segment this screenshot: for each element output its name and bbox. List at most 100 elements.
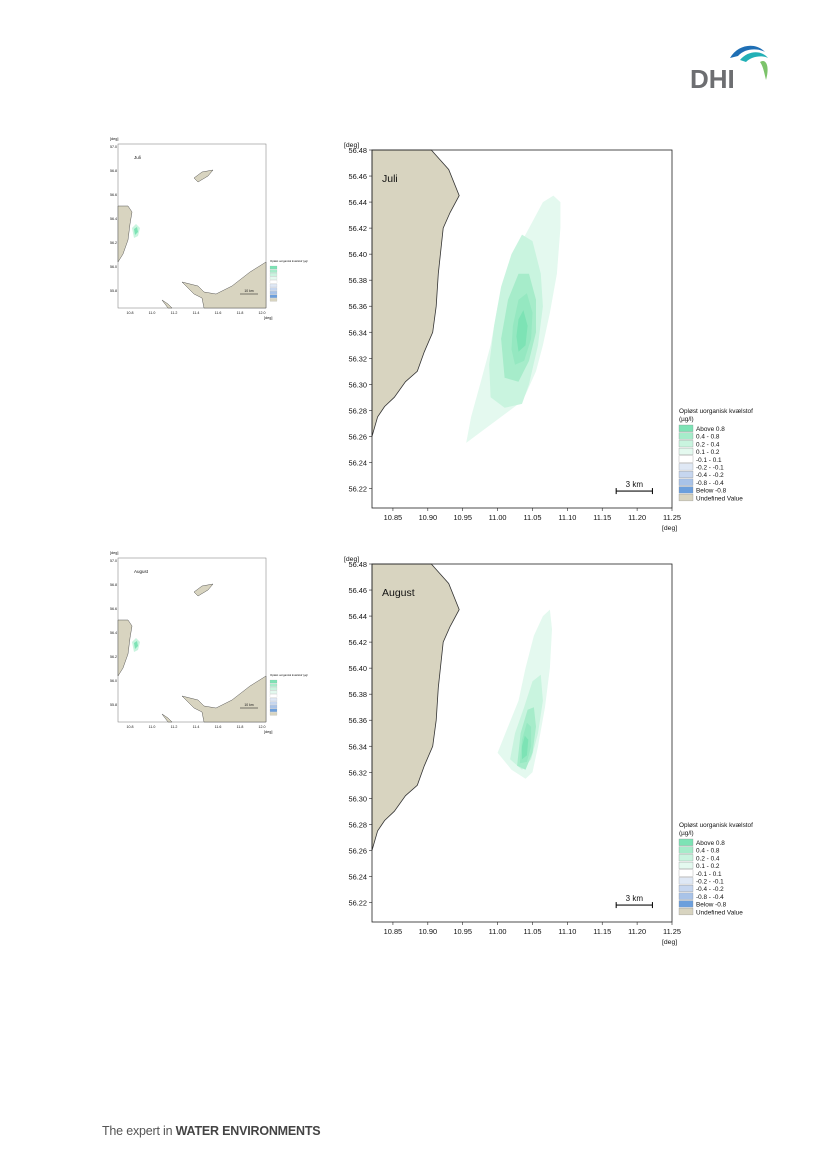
- x-tick-label: 11.10: [558, 927, 576, 936]
- thumb-y-tick: 56.2: [110, 655, 117, 659]
- thumb-legend-swatch: [269, 687, 278, 691]
- thumb-land-small: [161, 299, 173, 309]
- thumb-y-tick: 56.2: [110, 241, 117, 245]
- thumb-x-tick: 11.2: [171, 725, 178, 729]
- thumb-legend-title: Opløst uorganisk kvælstof (µg/l): [270, 259, 308, 263]
- chart-juli: 56.48 56.46 56.44 56.42 56.40 56.38 56.36 56.34…: [344, 142, 753, 532]
- x-tick-label: 10.85: [384, 513, 403, 522]
- y-tick-label: 56.30: [349, 380, 368, 389]
- thumb-y-tick: 56.6: [110, 193, 117, 197]
- wave-icon-3: [760, 60, 768, 80]
- scale-bar-label: 3 km: [626, 894, 644, 903]
- thumb-legend-swatch: [269, 690, 278, 694]
- x-axis-label: [deg]: [662, 525, 677, 532]
- legend-label: -0.1 - 0.1: [696, 457, 722, 464]
- legend-swatch: [678, 846, 694, 854]
- y-tick-label: 56.48: [349, 146, 368, 155]
- thumb-legend-swatch: [269, 708, 278, 712]
- x-tick-label: 11.05: [523, 927, 541, 936]
- legend-swatch: [678, 854, 694, 862]
- thumb-legend-swatch: [269, 291, 278, 295]
- legend-label: Undefined Value: [696, 495, 743, 502]
- thumb-plume-core: [134, 227, 138, 235]
- x-tick-label: 10.95: [453, 513, 472, 522]
- y-tick-label: 56.28: [349, 406, 368, 415]
- thumb-x-tick: 11.4: [193, 725, 200, 729]
- thumb-y-tick: 56.0: [110, 679, 117, 683]
- thumb-island: [193, 169, 214, 183]
- thumb-scale-label: 10 km: [244, 703, 253, 707]
- overview-map-august: August [deg] [deg] 57.0 56.8 56.6 56.4 56.2 56.0…: [110, 551, 308, 734]
- legend-label: -0.2 - -0.1: [696, 879, 724, 886]
- legend-swatch: [678, 471, 694, 478]
- thumb-x-tick: 11.2: [171, 311, 178, 315]
- y-tick-label: 56.30: [349, 794, 368, 803]
- legend-swatch: [678, 432, 694, 440]
- legend-swatch: [678, 463, 694, 471]
- legend-label: 0.1 - 0.2: [696, 449, 720, 456]
- x-tick-label: 11.15: [593, 927, 611, 936]
- legend-swatch: [678, 838, 694, 846]
- thumb-land-west: [117, 619, 133, 677]
- thumb-x-tick: 11.0: [149, 311, 156, 315]
- overview-map-juli: Juli [deg] [deg] 57.0 56.8 56.6 56.4 56.2 56.0 55…: [110, 137, 308, 320]
- thumb-legend-swatch: [269, 694, 278, 698]
- legend-label: Below -0.8: [696, 902, 727, 909]
- x-tick-label: 11.20: [628, 927, 646, 936]
- y-tick-label: 56.46: [349, 586, 368, 595]
- wave-icon-2: [740, 52, 768, 62]
- legend-title: Opløst uorganisk kvælstof: [679, 408, 753, 415]
- legend-label: 0.4 - 0.8: [696, 848, 720, 855]
- thumb-legend-swatch: [269, 280, 278, 284]
- contour-core: [522, 735, 529, 760]
- y-tick-label: 56.28: [349, 820, 368, 829]
- thumb-y-tick: 56.8: [110, 583, 117, 587]
- x-tick-label: 11.10: [558, 513, 576, 522]
- legend-label: Above 0.8: [696, 840, 725, 847]
- thumb-x-tick: 12.0: [259, 725, 266, 729]
- x-tick-label: 11.00: [489, 927, 507, 936]
- legend-swatch: [678, 877, 694, 885]
- legend-unit: (µg/l): [679, 830, 694, 837]
- thumb-legend-swatch: [269, 269, 278, 273]
- y-axis-label: [deg]: [344, 556, 359, 563]
- y-tick-label: 56.44: [349, 612, 368, 621]
- thumb-y-tick: 55.8: [110, 289, 117, 293]
- legend-swatch: [678, 869, 694, 877]
- x-tick-label: 10.95: [453, 927, 472, 936]
- legend-swatch: [678, 455, 694, 463]
- x-tick-label: 11.20: [628, 513, 646, 522]
- thumb-scale-label: 10 km: [244, 289, 253, 293]
- x-axis-label: [deg]: [662, 939, 677, 946]
- legend-swatch: [678, 478, 694, 486]
- y-tick-label: 56.42: [349, 638, 368, 647]
- legend-swatch: [678, 885, 694, 892]
- x-tick-label: 11.05: [523, 513, 541, 522]
- thumb-y-tick: 56.6: [110, 607, 117, 611]
- thumb-legend-swatch: [269, 679, 278, 684]
- contour-0.1-0.2: [497, 609, 552, 779]
- land-area: [371, 149, 460, 437]
- thumb-y-tick: 56.4: [110, 631, 117, 635]
- thumb-legend-swatch: [269, 683, 278, 687]
- plot-frame: [371, 149, 673, 509]
- legend-swatch: [678, 900, 694, 908]
- thumb-y-label: [deg]: [110, 137, 118, 141]
- plot-frame: [371, 563, 673, 923]
- legend-swatch: [678, 447, 694, 455]
- x-tick-label: 11.00: [489, 513, 507, 522]
- legend-label: -0.8 - -0.4: [696, 894, 724, 901]
- legend-label: -0.1 - 0.1: [696, 871, 722, 878]
- legend-swatch: [678, 494, 694, 502]
- thumb-land-south: [181, 261, 267, 309]
- thumb-land-west: [117, 205, 133, 263]
- legend-label: -0.2 - -0.1: [696, 465, 724, 472]
- thumb-legend-swatch: [269, 265, 278, 270]
- thumb-legend-swatch: [269, 298, 278, 302]
- thumb-x-tick: 11.6: [215, 311, 222, 315]
- x-tick-label: 11.15: [593, 513, 611, 522]
- x-tick-label: 10.85: [384, 927, 403, 936]
- y-tick-label: 56.40: [349, 250, 368, 259]
- y-tick-label: 56.36: [349, 302, 368, 311]
- thumb-land-small: [161, 713, 173, 723]
